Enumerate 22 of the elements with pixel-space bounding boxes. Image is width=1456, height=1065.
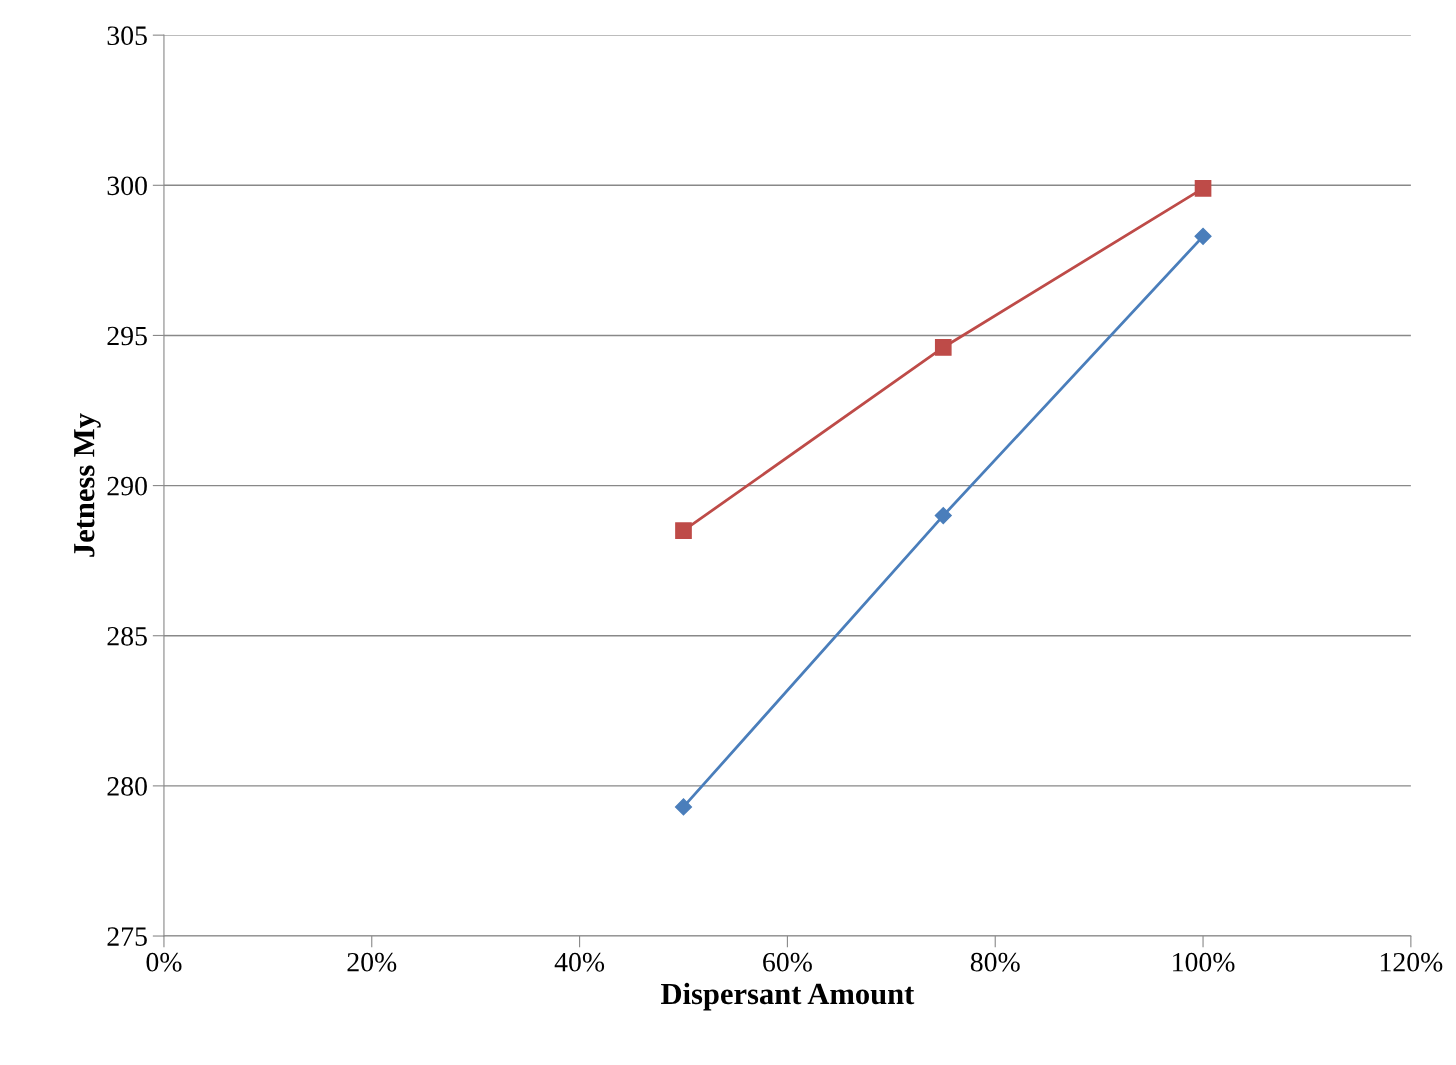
x-tick-label: 100% [1173, 952, 1235, 972]
y-tick-label: 280 [107, 777, 147, 796]
point [1194, 227, 1212, 245]
point [934, 507, 952, 525]
point [934, 339, 952, 356]
y-axis-title: Jetness My [74, 413, 101, 557]
x-tick-label: 20% [347, 952, 397, 972]
x-tick-label: 60% [763, 952, 812, 972]
y-tick-label: 300 [107, 176, 147, 196]
y-tick-label: 305 [107, 26, 147, 46]
x-tick-label: 0% [146, 952, 182, 972]
y-tick-label: 295 [107, 326, 147, 346]
y-tick-label: 275 [107, 927, 147, 946]
x-tick-label: 80% [970, 952, 1020, 972]
x-tick-label: 120% [1380, 952, 1443, 972]
point [675, 522, 692, 539]
y-tick-label: 285 [107, 626, 147, 646]
point [1194, 179, 1212, 197]
point [674, 798, 693, 816]
x-tick-label: 40% [554, 952, 605, 972]
y-tick-label: 290 [107, 476, 147, 496]
x-axis-title: Dispersant Amount [661, 982, 915, 1011]
